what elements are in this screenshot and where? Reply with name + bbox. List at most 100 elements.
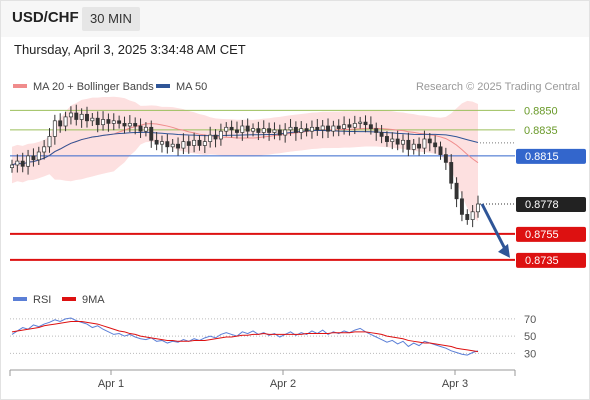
candle-body [272,129,277,133]
candle-body [379,132,384,137]
candle-body [20,160,25,167]
ma50-legend-swatch [156,84,170,88]
candle-body [133,123,138,127]
candle-body [476,203,480,213]
candle-body [267,128,272,133]
symbol-label: USD/CHF [12,9,79,26]
candle-body [240,125,245,133]
candle-body [52,120,57,137]
candle-body [36,151,41,161]
candle-body [10,164,14,168]
candle-body [336,125,341,129]
price-panel: 0.8850 0.8835 0.8815 0.8755 0.8735 0.8778 [10,96,586,268]
candle-body [417,143,422,149]
candle-body [90,117,95,122]
candle-body [31,155,36,161]
candle-body [245,125,250,132]
candle-body [47,136,52,148]
candle-body [443,154,448,163]
time-axis-label-0: Apr 1 [98,378,124,390]
candle-body [85,113,89,122]
level-label-0.8850: 0.8850 [524,105,558,117]
candle-body [63,116,68,127]
candle-body [74,112,79,120]
rsi-legend: RSI 9MA [13,294,105,306]
candle-body [160,141,164,145]
candle-body [427,138,432,144]
time-axis: Apr 1 Apr 2 Apr 3 [9,369,516,390]
candle-body [374,128,379,133]
level-label-0.8735: 0.8735 [525,255,559,267]
candle-body [117,120,122,124]
candle-body [320,125,325,131]
candle-body [470,211,475,220]
candle-body [176,143,181,149]
rsi-ma-legend-label: 9MA [82,294,105,306]
candle-body [331,125,336,132]
candle-body [384,136,389,142]
candle-body [438,146,443,155]
candle-body [229,126,234,131]
rsi-tick-70: 70 [524,314,536,326]
bollinger-band [12,96,478,222]
candle-body [342,124,347,129]
candle-body [401,139,405,145]
level-label-0.8755: 0.8755 [525,229,559,241]
credit-label: Research © 2025 Trading Central [416,81,580,93]
rsi-series-9MA [11,320,479,353]
candle-body [79,113,84,120]
ma50-line [11,129,479,166]
time-axis-label-1: Apr 2 [270,378,296,390]
candle-body [363,121,368,126]
level-label-0.8815: 0.8815 [525,151,559,163]
rsi-legend-swatch [13,297,27,301]
candle-body [315,126,320,131]
candle-body [304,128,309,132]
candle-body [309,126,314,132]
candle-body [235,129,239,133]
candle-body [390,138,395,142]
candle-body [186,141,191,146]
candle-body [449,162,454,184]
candle-body [256,128,261,133]
candle-body [192,139,197,146]
candle-body [433,142,438,148]
rsi-tick-50: 50 [524,331,536,343]
candle-body [170,143,175,148]
candle-body [111,120,116,124]
candle-body [218,130,223,140]
level-tag-0.8815 [516,148,586,164]
level-label-0.8835: 0.8835 [524,125,558,137]
candle-body [95,117,100,126]
datetime-label: Thursday, April 3, 2025 3:34:48 AM CET [14,42,246,57]
candle-body [358,121,363,124]
candle-body [154,139,159,145]
candle-body [42,146,47,153]
candle-body [58,120,63,127]
candle-body [277,129,282,136]
candle-body [326,125,330,132]
candle-body [454,182,459,200]
candle-body [143,126,148,132]
candle-body [15,160,20,166]
candle-body [106,119,111,124]
candle-body [213,134,218,140]
candle-body [127,123,132,127]
candle-body [288,126,293,131]
candle-body [224,126,229,132]
candle-body [122,123,127,127]
candle-body [26,155,31,167]
candle-body [422,138,427,149]
ma20-legend-label: MA 20 + Bollinger Bands [33,81,154,93]
ma20-legend-swatch [13,84,27,88]
rsi-ma-legend-swatch [62,297,76,301]
rsi-panel: 70 50 30 [10,314,536,360]
candle-body [406,139,411,150]
forecast-arrow-head [498,243,510,258]
candle-body [202,141,207,146]
last-price-label: 0.8778 [525,199,559,211]
rsi-legend-label: RSI [33,294,51,306]
interval-button[interactable]: 30 MIN [82,7,140,31]
candle-body [68,112,73,118]
